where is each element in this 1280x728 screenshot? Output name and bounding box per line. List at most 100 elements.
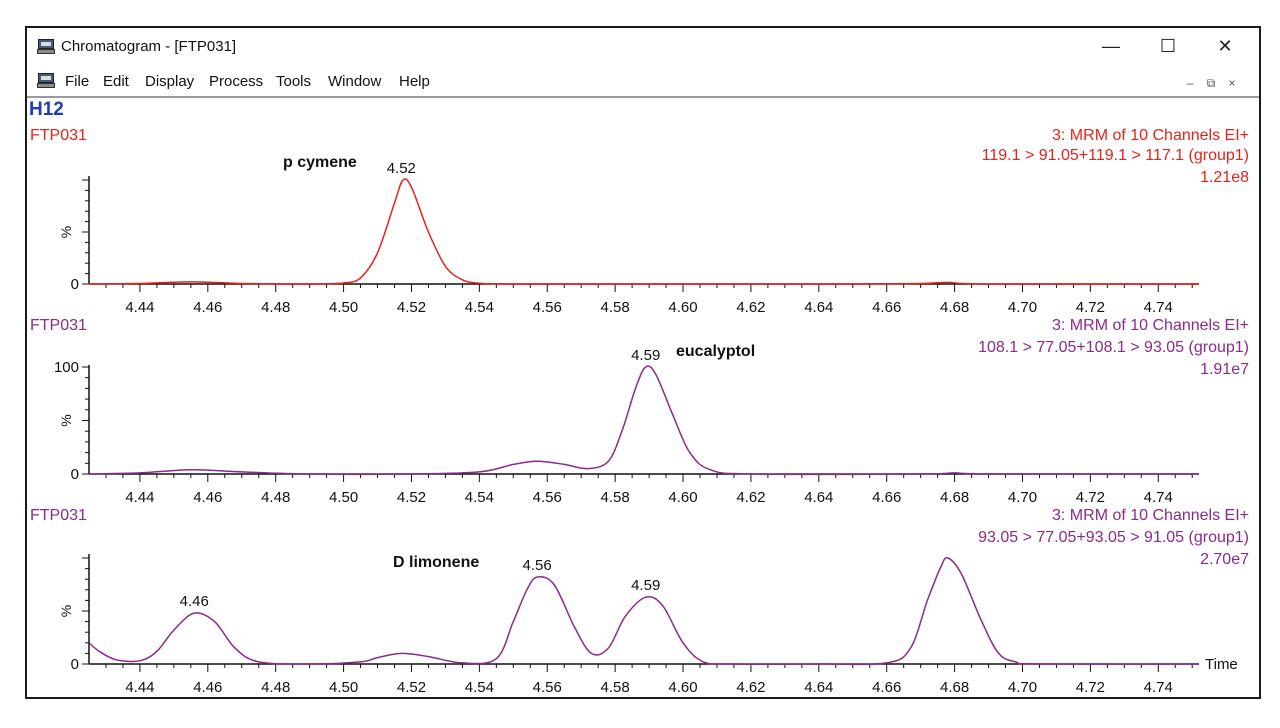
x-tick-label: 4.60 [668, 679, 697, 696]
sample-label: H12 [29, 99, 64, 120]
chromatogram-trace [88, 365, 1200, 476]
trace-header-line: 119.1 > 91.05+119.1 > 117.1 (group1) [982, 147, 1249, 164]
trace-header-line: 3: MRM of 10 Channels EI+ [1052, 127, 1249, 144]
menu-bar: File Edit Display Process Tools Window H… [27, 66, 1259, 94]
mdi-restore-button[interactable]: ⧉ [1206, 76, 1216, 90]
peak-retention-label: 4.56 [522, 557, 551, 574]
mdi-minimize-button[interactable]: – [1186, 76, 1194, 90]
x-tick-label: 4.48 [261, 299, 290, 316]
x-tick-label: 4.50 [329, 489, 358, 506]
x-tick-label: 4.74 [1144, 489, 1173, 506]
peak-retention-label: 4.59 [631, 577, 660, 594]
x-tick-label: 4.66 [872, 489, 901, 506]
trace-header-line: 108.1 > 77.05+108.1 > 93.05 (group1) [978, 339, 1249, 356]
x-tick-label: 4.64 [804, 299, 833, 316]
chromatogram-plot-area: H12 FTP031 3: MRM of 10 Channels EI+ 119.1… [27, 98, 1259, 697]
y-tick-label: 0 [71, 276, 79, 293]
x-tick-label: 4.70 [1008, 299, 1037, 316]
y-axis-unit-label: % [58, 414, 74, 426]
x-tick-label: 4.68 [940, 299, 969, 316]
y-tick-label: 0 [71, 656, 79, 673]
menu-window[interactable]: Window [328, 73, 382, 90]
title-bar[interactable]: Chromatogram - [FTP031] — ☐ ✕ [27, 28, 1259, 64]
window-title: Chromatogram - [FTP031] [61, 38, 237, 55]
peak-retention-label: 4.52 [387, 160, 416, 177]
x-tick-label: 4.46 [193, 489, 222, 506]
x-tick-label: 4.62 [736, 489, 765, 506]
x-tick-label: 4.48 [261, 679, 290, 696]
x-tick-label: 4.56 [533, 679, 562, 696]
x-tick-label: 4.54 [465, 489, 494, 506]
x-tick-label: 4.60 [668, 299, 697, 316]
x-tick-label: 4.62 [736, 679, 765, 696]
y-tick-label: 100 [54, 359, 79, 376]
x-tick-label: 4.52 [397, 489, 426, 506]
x-tick-label: 4.74 [1144, 679, 1173, 696]
compound-annotation: D limonene [393, 554, 479, 571]
trace-file-label: FTP031 [30, 127, 87, 144]
chromatogram-window: Chromatogram - [FTP031] — ☐ ✕ File Edit … [25, 26, 1261, 699]
menu-file[interactable]: File [65, 73, 90, 90]
trace-file-label: FTP031 [30, 317, 87, 334]
x-tick-label: 4.58 [601, 299, 630, 316]
compound-annotation: p cymene [283, 154, 357, 171]
x-tick-label: 4.58 [601, 679, 630, 696]
x-tick-label: 4.46 [193, 299, 222, 316]
x-tick-label: 4.46 [193, 679, 222, 696]
menu-help[interactable]: Help [399, 73, 430, 90]
x-tick-label: 4.64 [804, 679, 833, 696]
x-tick-label: 4.68 [940, 679, 969, 696]
x-tick-label: 4.70 [1008, 489, 1037, 506]
x-tick-label: 4.60 [668, 489, 697, 506]
trace-header-line: 93.05 > 77.05+93.05 > 91.05 (group1) [978, 529, 1249, 546]
x-tick-label: 4.48 [261, 489, 290, 506]
app-monitor-icon [37, 38, 55, 54]
menu-tools[interactable]: Tools [276, 73, 312, 90]
x-axis-label: Time [1205, 656, 1238, 673]
x-tick-label: 4.52 [397, 679, 426, 696]
x-tick-label: 4.54 [465, 299, 494, 316]
x-tick-label: 4.50 [329, 299, 358, 316]
x-tick-label: 4.72 [1076, 489, 1105, 506]
x-tick-label: 4.66 [872, 299, 901, 316]
x-tick-label: 4.52 [397, 299, 426, 316]
y-axis-unit-label: % [58, 226, 74, 238]
x-tick-label: 4.64 [804, 489, 833, 506]
x-tick-label: 4.70 [1008, 679, 1037, 696]
trace-header-line: 1.21e8 [1200, 169, 1249, 186]
trace-header-line: 2.70e7 [1200, 551, 1249, 568]
x-tick-label: 4.44 [125, 679, 154, 696]
x-tick-label: 4.56 [533, 489, 562, 506]
y-axis-unit-label: % [58, 605, 74, 617]
x-tick-label: 4.44 [125, 489, 154, 506]
minimize-button[interactable]: — [1102, 35, 1120, 56]
peak-retention-label: 4.46 [180, 593, 209, 610]
document-monitor-icon[interactable] [37, 72, 55, 88]
x-tick-label: 4.58 [601, 489, 630, 506]
maximize-button[interactable]: ☐ [1159, 35, 1177, 56]
trace-header-line: 3: MRM of 10 Channels EI+ [1052, 507, 1249, 524]
close-button[interactable]: ✕ [1217, 35, 1233, 56]
chromatogram-traces: FTP031 3: MRM of 10 Channels EI+ 119.1 > 9… [30, 127, 1249, 696]
menu-separator [27, 96, 1259, 98]
x-tick-label: 4.74 [1144, 299, 1173, 316]
x-tick-label: 4.72 [1076, 299, 1105, 316]
menu-process[interactable]: Process [209, 73, 264, 90]
chromatogram-trace [88, 556, 1200, 666]
compound-annotation: eucalyptol [676, 343, 755, 360]
menu-display[interactable]: Display [145, 73, 195, 90]
trace-file-label: FTP031 [30, 507, 87, 524]
x-tick-label: 4.72 [1076, 679, 1105, 696]
x-tick-label: 4.68 [940, 489, 969, 506]
trace-header-line: 1.91e7 [1200, 361, 1249, 378]
x-tick-label: 4.66 [872, 679, 901, 696]
y-tick-label: 0 [71, 466, 79, 483]
chromatogram-trace [88, 178, 1200, 285]
x-tick-label: 4.44 [125, 299, 154, 316]
mdi-close-button[interactable]: × [1228, 76, 1236, 90]
x-tick-label: 4.50 [329, 679, 358, 696]
x-tick-label: 4.56 [533, 299, 562, 316]
peak-retention-label: 4.59 [631, 347, 660, 364]
trace-header-line: 3: MRM of 10 Channels EI+ [1052, 317, 1249, 334]
menu-edit[interactable]: Edit [103, 73, 129, 90]
